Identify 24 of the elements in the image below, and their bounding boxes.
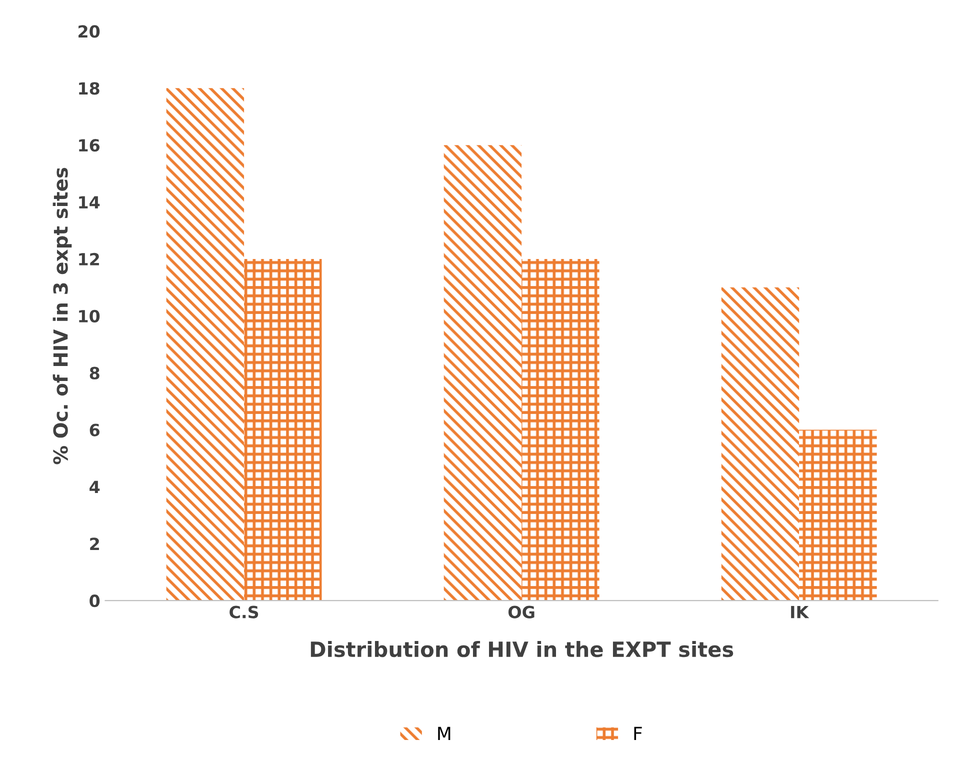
y-tick-label: 16 xyxy=(79,139,100,152)
bar xyxy=(721,287,800,601)
legend-label: M xyxy=(438,726,450,740)
x-tick-label: OG xyxy=(508,606,534,618)
y-tick-label: 20 xyxy=(78,25,100,38)
y-tick-label: 14 xyxy=(79,196,100,208)
y-tick-label: 10 xyxy=(79,310,100,322)
y-tick-label: 8 xyxy=(90,366,100,380)
y-tick-label: 4 xyxy=(90,480,100,494)
bar xyxy=(799,430,877,601)
bar xyxy=(166,88,244,601)
y-tick-label: 12 xyxy=(79,252,99,266)
x-tick-label: C.S xyxy=(230,606,258,618)
y-tick-label: 6 xyxy=(90,424,100,436)
x-axis-title: Distribution of HIV in the EXPT sites xyxy=(310,641,734,658)
y-axis-title: % Oc. of HIV in 3 expt sites xyxy=(52,168,72,464)
y-tick-label: 18 xyxy=(79,82,100,95)
bar xyxy=(444,145,522,601)
bar xyxy=(522,258,600,601)
x-tick-label: IK xyxy=(791,606,810,618)
y-tick-label: 0 xyxy=(90,594,100,608)
bar xyxy=(244,258,322,601)
legend-label: F xyxy=(634,726,642,740)
y-tick-label: 2 xyxy=(90,538,99,550)
